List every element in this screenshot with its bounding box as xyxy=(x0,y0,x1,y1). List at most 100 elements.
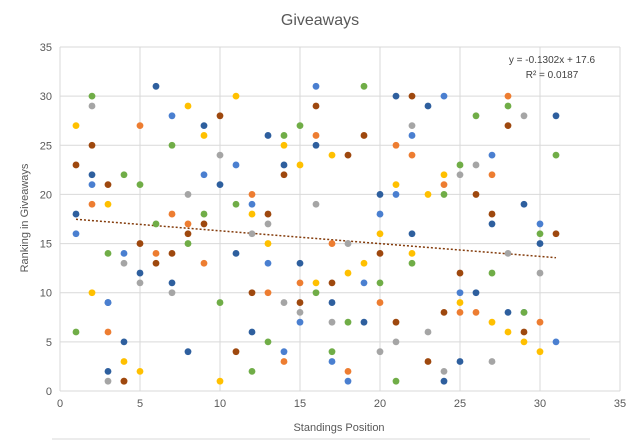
data-point xyxy=(104,367,112,375)
data-point xyxy=(424,328,432,336)
data-point xyxy=(520,112,528,120)
data-point xyxy=(472,112,480,120)
data-point xyxy=(168,112,176,120)
data-point xyxy=(296,122,304,130)
data-point xyxy=(232,250,240,257)
data-point xyxy=(344,318,352,326)
data-point xyxy=(104,200,112,208)
y-axis-title: Ranking in Giveaways xyxy=(19,163,31,272)
data-point xyxy=(264,220,272,228)
data-point xyxy=(488,151,496,159)
x-tick-label: 30 xyxy=(534,398,546,410)
data-point xyxy=(280,161,288,169)
data-point xyxy=(536,230,544,238)
data-point xyxy=(408,132,416,139)
data-point xyxy=(552,230,560,238)
data-point xyxy=(376,230,384,238)
data-point xyxy=(88,171,96,179)
data-point xyxy=(376,191,384,198)
data-point xyxy=(312,132,320,139)
data-point xyxy=(520,338,528,346)
data-point xyxy=(488,358,496,365)
data-point xyxy=(344,269,352,277)
data-point xyxy=(120,338,128,346)
data-point xyxy=(376,210,384,218)
data-point xyxy=(392,377,400,385)
data-point xyxy=(216,181,224,189)
data-point xyxy=(504,328,512,336)
data-point xyxy=(456,308,464,316)
data-point xyxy=(488,210,496,218)
data-point xyxy=(520,308,528,316)
data-point xyxy=(536,269,544,277)
data-point xyxy=(328,151,336,159)
data-point xyxy=(328,240,336,247)
data-point xyxy=(264,338,272,346)
data-point xyxy=(104,299,112,306)
data-point xyxy=(536,240,544,247)
data-point xyxy=(520,200,528,208)
data-point xyxy=(408,259,416,267)
data-point xyxy=(440,308,448,316)
data-point xyxy=(184,240,192,247)
data-point xyxy=(312,200,320,208)
data-point xyxy=(344,377,352,385)
data-point xyxy=(472,161,480,169)
data-point xyxy=(456,171,464,179)
data-point xyxy=(168,289,176,297)
data-point xyxy=(376,299,384,306)
data-point xyxy=(472,289,480,297)
data-point xyxy=(392,318,400,326)
data-point xyxy=(488,220,496,228)
axes: 0 5 10 15 20 25 30 35 0 5 10 15 20 25 30 35 xyxy=(40,42,626,410)
data-point xyxy=(168,141,176,149)
data-point xyxy=(232,200,240,208)
data-point xyxy=(280,299,288,306)
data-point xyxy=(120,250,128,257)
x-tick-label: 10 xyxy=(214,398,226,410)
data-point xyxy=(456,269,464,277)
data-point xyxy=(488,269,496,277)
data-point xyxy=(200,210,208,218)
data-point xyxy=(312,289,320,297)
data-point xyxy=(152,82,160,90)
data-point xyxy=(104,181,112,189)
data-point xyxy=(248,289,256,297)
data-point xyxy=(200,220,208,228)
data-point xyxy=(120,358,128,365)
data-point xyxy=(344,151,352,159)
data-point xyxy=(152,220,160,228)
data-point xyxy=(264,210,272,218)
data-point xyxy=(200,122,208,130)
trendline-equation: y = -0.1302x + 17.6 xyxy=(509,55,596,66)
data-point xyxy=(440,191,448,198)
data-point xyxy=(72,328,80,336)
data-point xyxy=(136,269,144,277)
data-point xyxy=(280,141,288,149)
data-point xyxy=(168,210,176,218)
data-point xyxy=(88,289,96,297)
x-tick-label: 25 xyxy=(454,398,466,410)
data-point xyxy=(392,338,400,346)
data-point xyxy=(104,328,112,336)
data-point xyxy=(328,348,336,356)
trendline-r-squared: R² = 0.0187 xyxy=(526,70,579,81)
data-point xyxy=(264,240,272,247)
data-point xyxy=(424,191,432,198)
data-point xyxy=(72,230,80,238)
data-point xyxy=(200,132,208,139)
data-point xyxy=(248,191,256,198)
data-point xyxy=(168,279,176,287)
data-point xyxy=(88,102,96,110)
data-point xyxy=(136,122,144,130)
x-axis-title: Standings Position xyxy=(293,422,384,434)
data-point xyxy=(72,210,80,218)
data-point xyxy=(296,318,304,326)
data-point xyxy=(200,259,208,267)
data-point xyxy=(456,299,464,306)
chart-title: Giveaways xyxy=(281,12,359,29)
data-point xyxy=(168,250,176,257)
data-point xyxy=(248,200,256,208)
data-point xyxy=(72,161,80,169)
